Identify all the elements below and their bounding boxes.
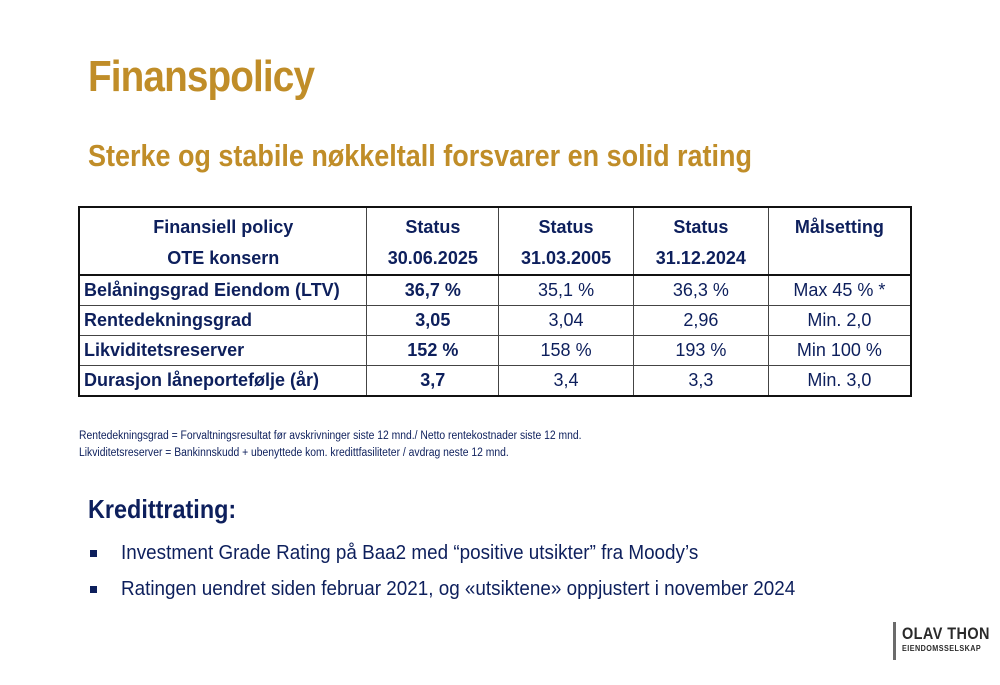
table-row: Belåningsgrad Eiendom (LTV) 36,7 % 35,1 … xyxy=(78,274,912,306)
header-cell: 30.06.2025 xyxy=(366,243,500,276)
table-cell: 36,7 % xyxy=(366,274,500,306)
logo-name: OLAV THON xyxy=(902,624,990,643)
credit-rating-heading: Kredittrating: xyxy=(88,494,237,524)
table-cell: 3,7 xyxy=(366,365,500,397)
header-cell: 31.12.2024 xyxy=(632,243,769,276)
table-header-row: Finansiell policy Status Status Status M… xyxy=(78,207,912,243)
logo-tagline: EIENDOMSSELSKAP xyxy=(902,644,982,653)
table-cell: 158 % xyxy=(498,335,634,366)
page-title: Finanspolicy xyxy=(88,52,315,101)
table-cell: Min. 3,0 xyxy=(767,365,912,397)
table-cell: 3,4 xyxy=(498,365,634,397)
row-label: Likviditetsreserver xyxy=(78,335,368,366)
list-item: Investment Grade Rating på Baa2 med “pos… xyxy=(88,535,854,571)
list-item: Ratingen uendret siden februar 2021, og … xyxy=(88,571,854,607)
table-cell: 3,04 xyxy=(498,305,634,336)
table-cell: 3,3 xyxy=(632,365,769,397)
table-cell: 193 % xyxy=(632,335,769,366)
table-cell: Min. 2,0 xyxy=(767,305,912,336)
page-subtitle: Sterke og stabile nøkkeltall forsvarer e… xyxy=(88,138,752,173)
row-label: Rentedekningsgrad xyxy=(78,305,368,336)
table-row: Rentedekningsgrad 3,05 3,04 2,96 Min. 2,… xyxy=(78,305,912,336)
table-header-row: OTE konsern 30.06.2025 31.03.2005 31.12.… xyxy=(78,243,912,276)
header-cell: Målsetting xyxy=(767,207,912,243)
table-row: Durasjon låneportefølje (år) 3,7 3,4 3,3… xyxy=(78,365,912,397)
header-cell: OTE konsern xyxy=(78,243,368,276)
table-row: Likviditetsreserver 152 % 158 % 193 % Mi… xyxy=(78,335,912,366)
row-label: Durasjon låneportefølje (år) xyxy=(78,365,368,397)
table-cell: 36,3 % xyxy=(632,274,769,306)
footnote: Rentedekningsgrad = Forvaltningsresultat… xyxy=(79,430,582,442)
row-label: Belåningsgrad Eiendom (LTV) xyxy=(78,274,368,306)
table-cell: Min 100 % xyxy=(767,335,912,366)
table-cell: 2,96 xyxy=(632,305,769,336)
header-cell xyxy=(767,243,912,276)
footnote: Likviditetsreserver = Bankinnskudd + ube… xyxy=(79,447,509,459)
header-cell: Status xyxy=(632,207,769,243)
square-bullet-icon xyxy=(90,549,97,557)
table-cell: 3,05 xyxy=(366,305,500,336)
table-cell: 152 % xyxy=(366,335,500,366)
square-bullet-icon xyxy=(90,585,97,593)
finance-policy-table: Finansiell policy Status Status Status M… xyxy=(78,206,912,397)
header-cell: Status xyxy=(366,207,500,243)
table-cell: 35,1 % xyxy=(498,274,634,306)
table-cell: Max 45 % * xyxy=(767,274,912,306)
bullet-text: Ratingen uendret siden februar 2021, og … xyxy=(121,577,796,600)
header-cell: Status xyxy=(498,207,634,243)
header-cell: 31.03.2005 xyxy=(498,243,634,276)
company-logo: OLAV THON EIENDOMSSELSKAP xyxy=(893,622,1000,660)
credit-rating-list: Investment Grade Rating på Baa2 med “pos… xyxy=(88,535,854,607)
bullet-text: Investment Grade Rating på Baa2 med “pos… xyxy=(121,541,699,564)
footnotes: Rentedekningsgrad = Forvaltningsresultat… xyxy=(79,428,582,462)
header-cell: Finansiell policy xyxy=(78,207,368,243)
